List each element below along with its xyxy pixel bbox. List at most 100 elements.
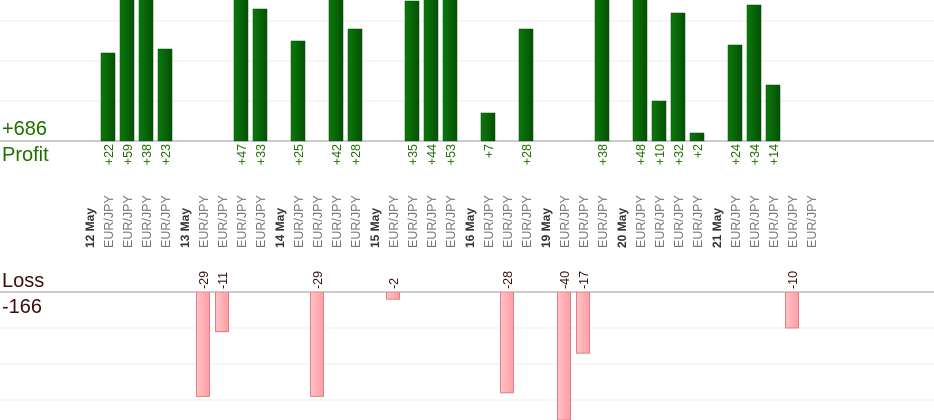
value-label: +32 [672,144,686,165]
value-label: +42 [330,144,344,165]
symbol-label: EUR/JPY [577,195,591,248]
labels: 12 May EUR/JPY +22 EUR/JPY +59 EUR/JPY +38 EUR/… [83,144,819,289]
value-label: +2 [691,144,705,158]
profit-bar [765,84,781,142]
value-label: -29 [311,271,325,289]
date-label: 21 May [710,208,724,248]
value-label: +38 [140,144,154,165]
profit-bar [594,0,610,142]
value-label: +28 [349,144,363,165]
loss-bar [386,291,400,300]
profit-total: +686 [2,118,48,140]
profit-bar [518,28,534,142]
profit-bar [689,132,705,142]
date-label: 19 May [539,208,553,248]
value-label: +35 [406,144,420,165]
loss-bar [215,291,229,333]
value-label: +38 [596,144,610,165]
symbol-label: EUR/JPY [102,195,116,248]
value-label: +22 [102,144,116,165]
value-label: +47 [235,144,249,165]
symbol-label: EUR/JPY [254,195,268,248]
profit-bar [328,0,344,142]
loss-bar [557,291,571,420]
symbol-label: EUR/JPY [387,195,401,248]
symbol-label: EUR/JPY [520,195,534,248]
symbol-label: EUR/JPY [596,195,610,248]
profit-bar [651,100,667,142]
profit-bar [347,28,363,142]
profit-bar [100,52,116,142]
value-label: -11 [216,272,230,289]
value-label: -40 [558,271,572,289]
date-label: 20 May [615,208,629,248]
symbol-label: EUR/JPY [767,195,781,248]
profit-bar [138,0,154,142]
profit-bar [480,112,496,142]
loss-bar [196,291,210,397]
profit-bar [252,8,268,142]
profit-bar [290,40,306,142]
value-label: +24 [729,144,743,165]
symbol-label: EUR/JPY [748,195,762,248]
value-label: +7 [482,144,496,158]
symbol-label: EUR/JPY [406,195,420,248]
date-label: 16 May [463,208,477,248]
value-label: -29 [197,271,211,289]
profit-bar [423,0,439,142]
loss-bar [310,291,324,397]
symbol-label: EUR/JPY [786,195,800,248]
symbol-label: EUR/JPY [482,195,496,248]
value-label: +25 [292,144,306,165]
profit-bar [119,0,135,142]
profit-bar [404,0,420,142]
value-label: +28 [520,144,534,165]
symbol-label: EUR/JPY [311,195,325,248]
value-label: +23 [159,144,173,165]
symbol-label: EUR/JPY [444,195,458,248]
symbol-label: EUR/JPY [653,195,667,248]
value-label: +10 [653,144,667,165]
value-label: +33 [254,144,268,165]
symbol-label: EUR/JPY [349,195,363,248]
symbol-label: EUR/JPY [330,195,344,248]
symbol-label: EUR/JPY [691,195,705,248]
bars [100,0,799,420]
symbol-label: EUR/JPY [216,195,230,248]
profit-bar [442,0,458,142]
symbol-label: EUR/JPY [634,195,648,248]
value-label: +14 [767,144,781,165]
value-label: +53 [444,144,458,165]
value-label: -2 [387,278,401,289]
profit-bar [727,44,743,142]
symbol-label: EUR/JPY [558,195,572,248]
loss-bar [576,291,590,354]
value-label: +48 [634,144,648,165]
symbol-label: EUR/JPY [805,195,819,248]
date-label: 12 May [83,208,97,248]
profit-label: Profit [2,144,49,166]
symbol-label: EUR/JPY [425,195,439,248]
value-label: +34 [748,144,762,165]
loss-total: -166 [2,296,43,318]
loss-bar [785,291,799,329]
date-label: 15 May [368,208,382,248]
symbol-label: EUR/JPY [121,195,135,248]
profit-bar [233,0,249,142]
value-label: -10 [786,271,800,289]
symbol-label: EUR/JPY [729,195,743,248]
date-label: 13 May [178,208,192,248]
profit-bar [746,4,762,142]
symbol-label: EUR/JPY [672,195,686,248]
symbol-label: EUR/JPY [292,195,306,248]
date-label: 14 May [273,208,287,248]
value-label: +44 [425,144,439,165]
symbol-label: EUR/JPY [501,195,515,248]
loss-label: Loss [2,270,45,292]
symbol-label: EUR/JPY [140,195,154,248]
symbol-label: EUR/JPY [197,195,211,248]
profit-bar [157,48,173,142]
symbol-label: EUR/JPY [235,195,249,248]
profit-bar [670,12,686,142]
